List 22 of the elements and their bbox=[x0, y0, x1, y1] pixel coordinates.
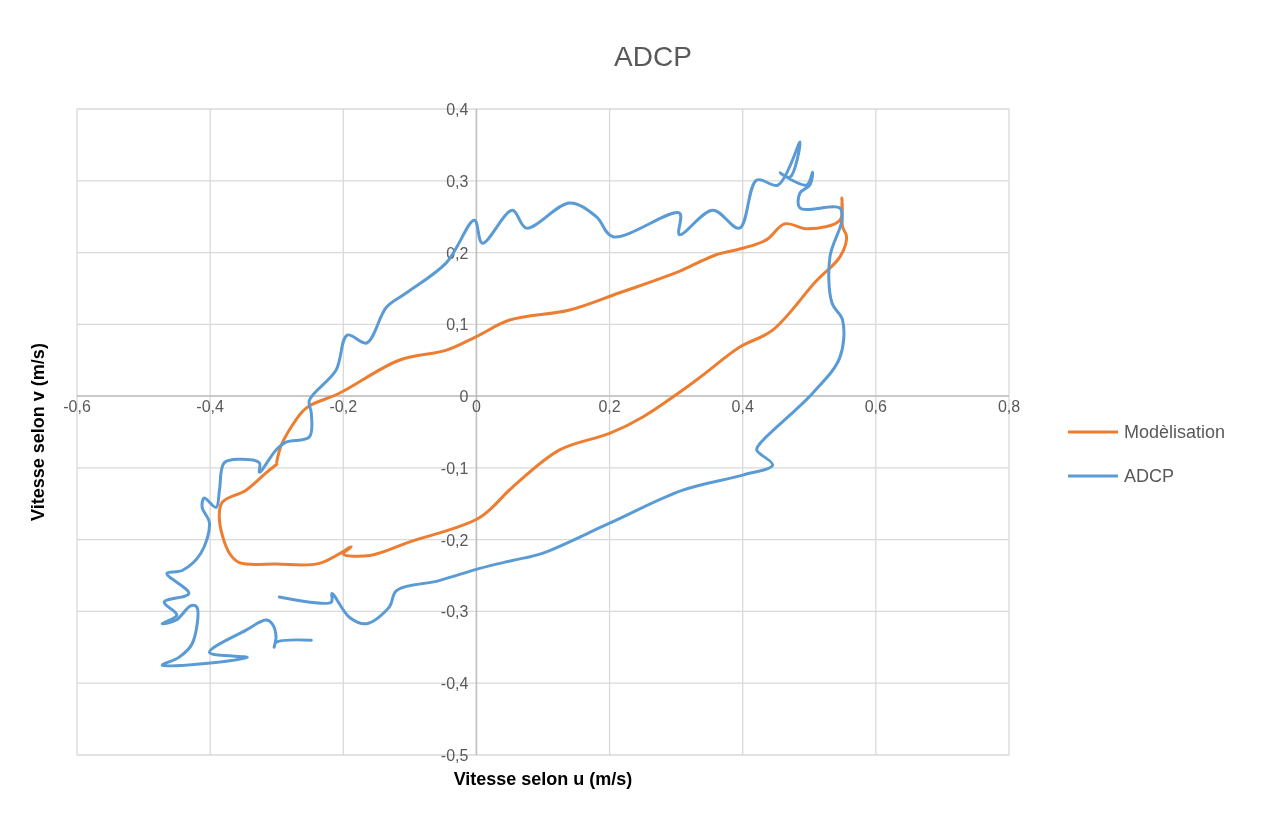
y-axis-title: Vitesse selon v (m/s) bbox=[28, 343, 48, 521]
legend-label: ADCP bbox=[1124, 466, 1175, 486]
y-tick-label: -0,5 bbox=[440, 747, 469, 764]
x-tick-label: 0,2 bbox=[598, 398, 621, 416]
x-tick-label: -0,4 bbox=[196, 398, 225, 416]
x-axis-title: Vitesse selon u (m/s) bbox=[453, 769, 633, 789]
y-tick-label: 0,1 bbox=[446, 316, 469, 334]
y-tick-label: -0,1 bbox=[440, 459, 469, 477]
y-tick-label: -0,3 bbox=[440, 603, 469, 621]
y-tick-label: 0,3 bbox=[446, 172, 469, 190]
y-tick-label: -0,4 bbox=[440, 675, 469, 693]
y-tick-label: -0,2 bbox=[440, 531, 469, 549]
legend-label: Modèlisation bbox=[1124, 422, 1226, 442]
x-tick-label: -0,2 bbox=[329, 398, 358, 416]
x-tick-label: 0,6 bbox=[864, 398, 888, 416]
y-tick-label: 0,4 bbox=[446, 101, 469, 118]
x-tick-label: 0,8 bbox=[997, 398, 1021, 416]
x-tick-label: -0,6 bbox=[63, 398, 91, 416]
x-tick-label: 0 bbox=[471, 398, 481, 416]
chart-title: ADCP bbox=[614, 41, 692, 72]
line-series bbox=[160, 140, 846, 667]
x-tick-label: 0,4 bbox=[731, 398, 754, 416]
